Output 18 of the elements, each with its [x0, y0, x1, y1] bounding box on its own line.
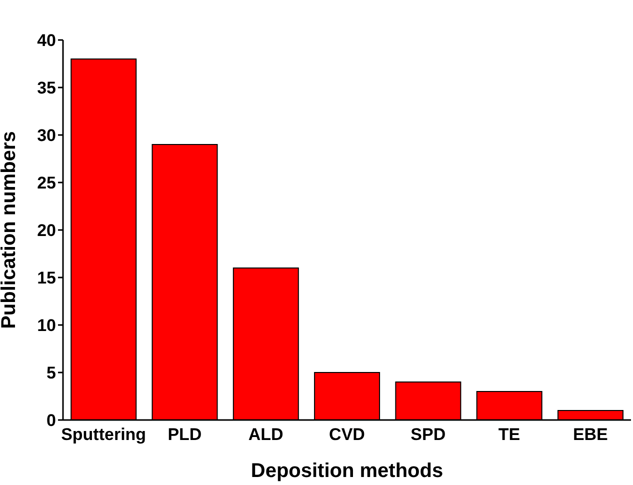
x-tick-label: ALD	[248, 425, 284, 444]
y-tick-label: 35	[37, 78, 56, 98]
y-tick-label: 40	[37, 31, 56, 50]
x-tick-label: CVD	[329, 425, 365, 444]
x-tick-label: EBE	[572, 425, 608, 444]
y-tick-label: 20	[37, 221, 56, 240]
x-tick-label: PLD	[168, 425, 202, 444]
y-tick-label: 10	[37, 316, 56, 336]
y-tick-label: 30	[37, 126, 56, 146]
x-tick-label: SPD	[410, 425, 446, 444]
y-axis-title: Publication numbers	[0, 131, 20, 329]
y-tick-label: 5	[46, 364, 56, 383]
x-tick-label: Sputtering	[61, 425, 146, 444]
y-tick-label: 15	[37, 268, 56, 288]
x-axis-title: Deposition methods	[250, 460, 444, 482]
x-tick-label: TE	[498, 425, 520, 444]
y-tick-label: 0	[46, 411, 56, 430]
y-tick-label: 25	[37, 174, 56, 193]
